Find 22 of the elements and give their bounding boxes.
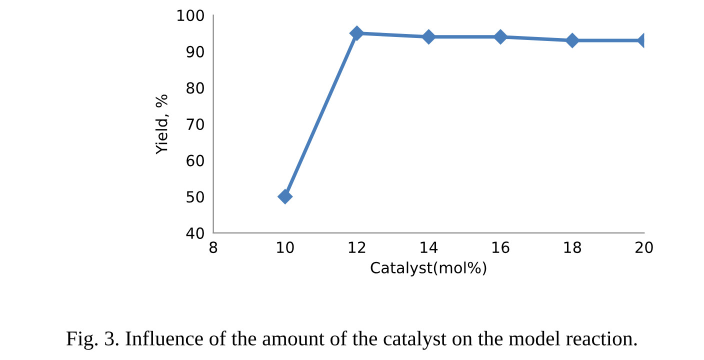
y-tick-label: 70 <box>186 118 204 130</box>
x-tick-label: 12 <box>348 242 366 253</box>
y-tick-label: 80 <box>186 82 204 94</box>
point <box>349 26 364 41</box>
x-tick-label: 10 <box>277 242 294 254</box>
y-axis-title: Yield, % <box>155 94 169 154</box>
x-tick-label: 14 <box>420 242 438 253</box>
point <box>492 29 508 44</box>
point <box>564 32 580 48</box>
x-tick-label: 8 <box>209 242 218 254</box>
point <box>278 189 293 204</box>
y-tick-label: 40 <box>186 227 204 239</box>
x-tick-label: 18 <box>564 242 582 254</box>
point <box>421 29 436 44</box>
x-axis-title: Catalyst(mol%) <box>370 262 486 276</box>
x-tick-label: 20 <box>636 242 653 254</box>
caption: Fig. 3. Influence of the amount of the catalyst on the model reaction. <box>66 330 637 350</box>
x-tick-label: 16 <box>492 242 510 254</box>
y-tick-label: 60 <box>186 154 204 166</box>
y-tick-label: 100 <box>177 10 204 22</box>
y-tick-label: 90 <box>186 46 204 58</box>
y-tick-label: 50 <box>186 191 204 203</box>
